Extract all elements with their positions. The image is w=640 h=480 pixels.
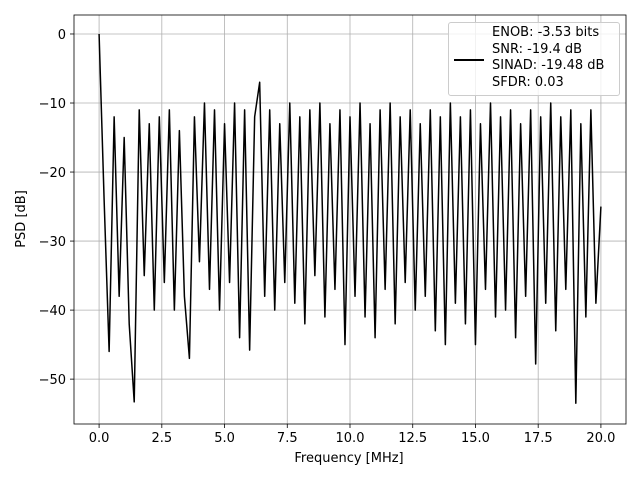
plot-frame — [73, 14, 627, 425]
x-tick-label: 7.5 — [277, 431, 298, 446]
y-tick-label: −20 — [39, 166, 66, 181]
x-tick-label: 0.0 — [89, 431, 110, 446]
line — [98, 33, 602, 405]
x-tick-label: 5.0 — [214, 431, 235, 446]
x-tick-label: 10.0 — [336, 431, 365, 446]
x-tick-label: 12.5 — [398, 431, 427, 446]
x-axis-label: Frequency [MHz] — [294, 451, 403, 466]
y-tick-label: −40 — [39, 304, 66, 319]
x-tick-label: 2.5 — [151, 431, 172, 446]
y-tick-label: −10 — [39, 97, 66, 112]
y-axis-label: PSD [dB] — [14, 190, 29, 248]
y-tick-label: 0 — [58, 28, 66, 43]
x-tick-label: 20.0 — [586, 431, 615, 446]
y-tick-label: −30 — [39, 235, 66, 250]
legend-label: ENOB: -3.53 bits SNR: -19.4 dB SINAD: -1… — [492, 25, 605, 90]
y-tick-label: −50 — [39, 373, 66, 388]
legend: ENOB: -3.53 bits SNR: -19.4 dB SINAD: -1… — [448, 22, 620, 96]
x-tick-label: 17.5 — [524, 431, 553, 446]
x-tick-label: 15.0 — [461, 431, 490, 446]
legend-swatch — [454, 59, 484, 61]
